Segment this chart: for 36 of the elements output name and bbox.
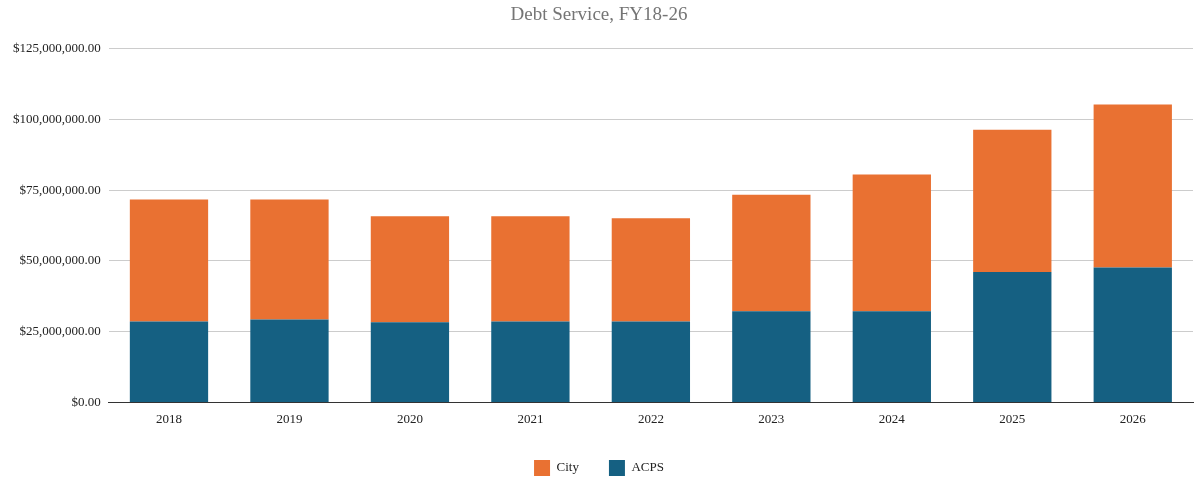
bar (973, 129, 1052, 272)
bar (370, 216, 450, 323)
legend-label: ACPS (631, 459, 664, 475)
x-tick-label: 2019 (276, 410, 303, 426)
bar (250, 199, 329, 320)
bar (129, 321, 209, 402)
bar (852, 311, 931, 402)
chart-title: Debt Service, FY18-26 (510, 3, 688, 25)
x-tick-label: 2021 (517, 410, 544, 426)
bar (1093, 104, 1172, 268)
bar (732, 194, 811, 312)
bar (250, 319, 329, 402)
bar (491, 216, 570, 322)
x-tick-label: 2024 (878, 410, 906, 426)
x-tick-label: 2025 (999, 410, 1026, 426)
bar (732, 311, 811, 402)
bar (611, 321, 691, 402)
bar (491, 321, 570, 402)
bar (1093, 267, 1172, 402)
y-tick-label: $125,000,000.00 (13, 40, 101, 56)
y-tick-label: $50,000,000.00 (19, 252, 101, 268)
x-tick-label: 2023 (758, 410, 785, 426)
x-tick-label: 2018 (155, 410, 182, 426)
y-tick-label: $25,000,000.00 (19, 323, 101, 339)
x-tick-label: 2026 (1119, 410, 1147, 426)
bar (611, 218, 691, 322)
x-tick-label: 2022 (637, 410, 664, 426)
bar (370, 322, 450, 402)
legend-label: City (556, 459, 580, 475)
bar (973, 271, 1052, 402)
y-tick-label: $100,000,000.00 (13, 110, 101, 126)
bar (852, 174, 931, 312)
y-tick-label: $0.00 (71, 393, 101, 409)
x-tick-label: 2020 (396, 410, 423, 426)
y-tick-label: $75,000,000.00 (19, 181, 101, 197)
bar (129, 199, 209, 322)
